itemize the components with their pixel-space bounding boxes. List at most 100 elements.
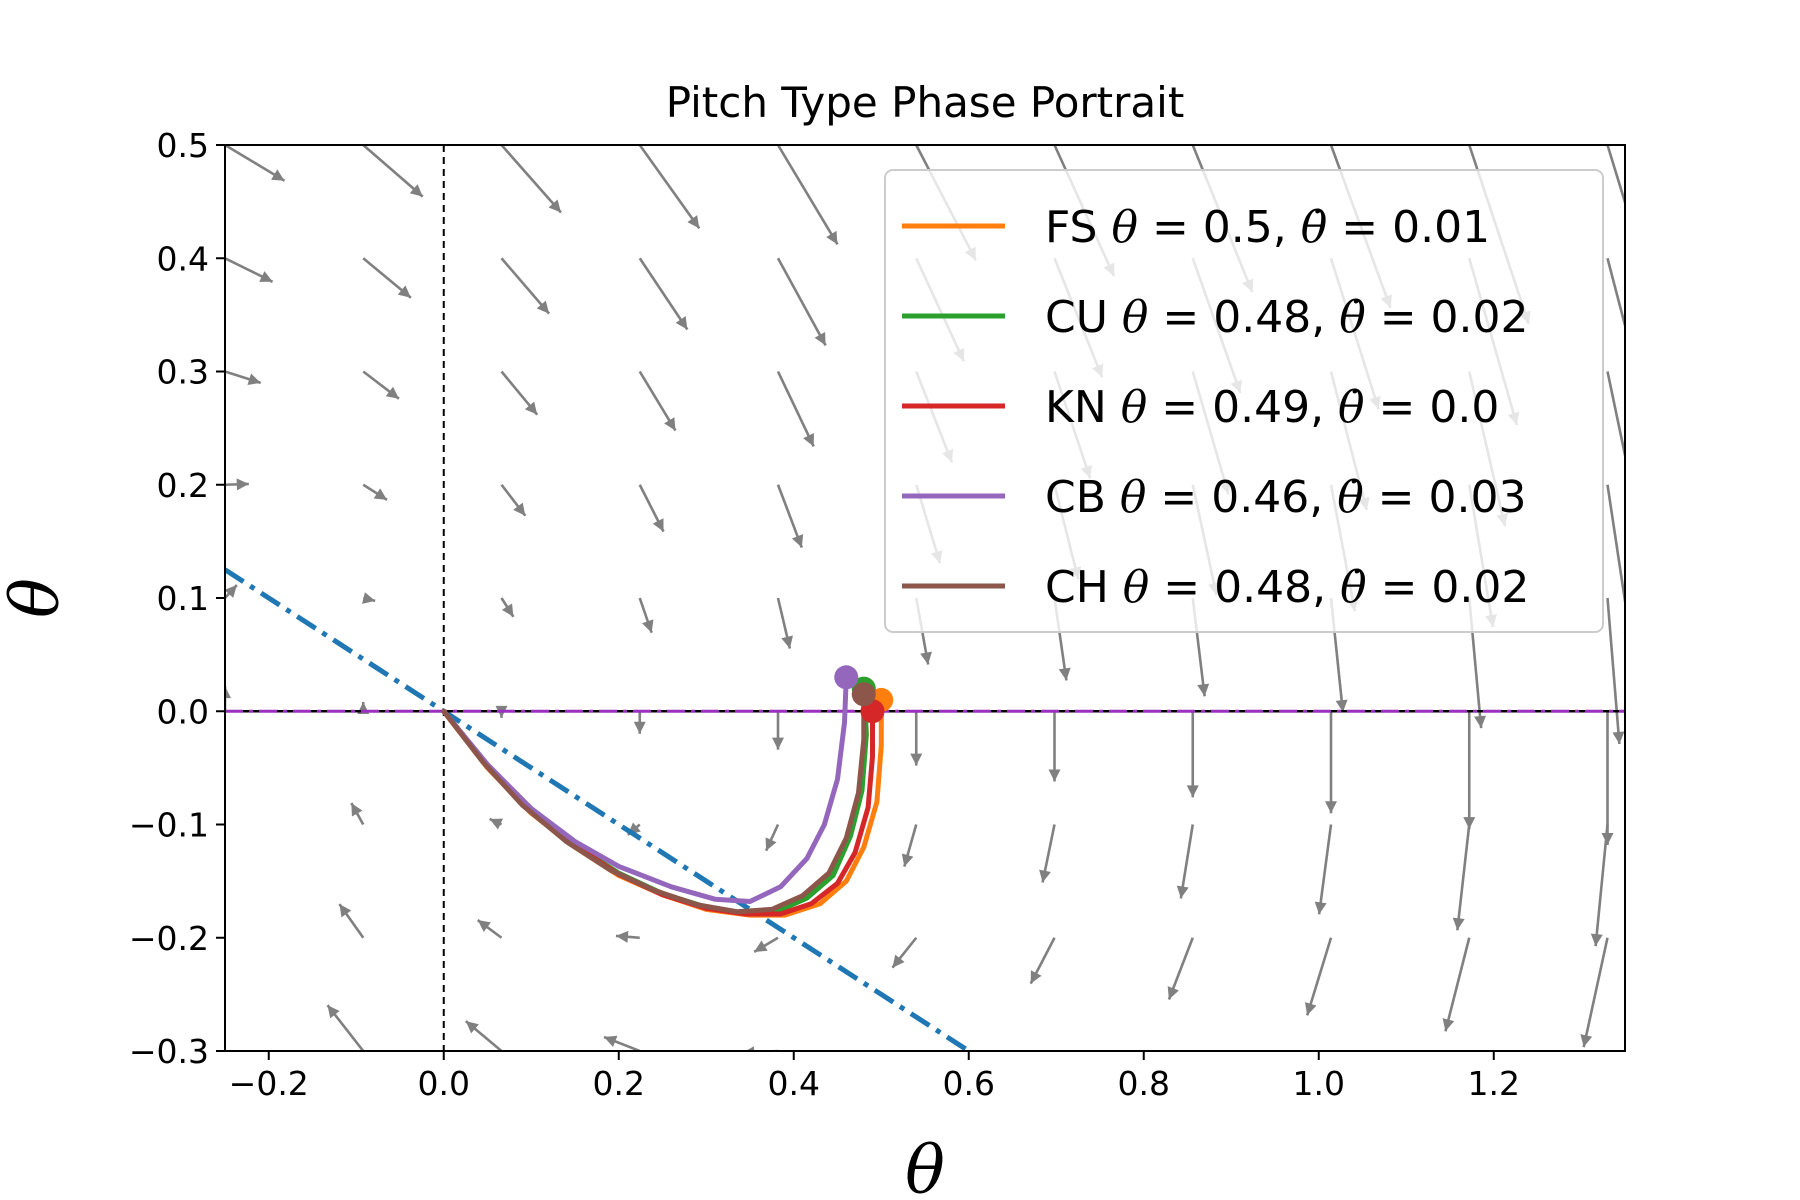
x-axis-ticks: −0.2 0.0 0.2 0.4 0.6 0.8 1.0 1.2 (229, 1051, 1520, 1103)
field-arrow (615, 930, 640, 943)
start-marker-ch (851, 682, 876, 707)
field-arrow (362, 145, 424, 198)
field-arrow (362, 257, 412, 299)
field-arrow (776, 484, 804, 548)
field-arrow (776, 145, 839, 245)
field-arrow (1314, 824, 1333, 915)
x-tick-label: 1.0 (1293, 1064, 1345, 1103)
field-arrow (225, 370, 262, 385)
legend-entry-cb: CB θ = 0.46, θ̇ = 0.03 (902, 472, 1527, 523)
field-arrow (500, 257, 551, 315)
field-arrow (776, 370, 815, 448)
field-arrow (776, 257, 827, 347)
field-arrow (1325, 711, 1337, 814)
legend-entries: FS θ = 0.5, θ̇ = 0.01 CU θ = 0.48, θ̇ = 0… (902, 202, 1529, 613)
field-arrow (1463, 711, 1476, 830)
x-tick-label: 1.2 (1468, 1064, 1520, 1103)
field-arrow (1601, 711, 1614, 846)
x-tick-label: 0.2 (593, 1064, 645, 1103)
y-tick-label: 0.0 (157, 692, 209, 731)
y-tick-label: −0.2 (129, 919, 209, 958)
legend-label: KN θ = 0.49, θ̇ = 0.0 (1045, 382, 1499, 433)
field-arrow (500, 597, 515, 618)
series-line-ch (441, 691, 867, 915)
field-arrow (1186, 711, 1199, 798)
field-arrow (225, 584, 238, 599)
field-arrow (489, 817, 504, 830)
x-tick-label: −0.2 (229, 1064, 309, 1103)
field-arrow (910, 711, 923, 766)
field-arrow (464, 1020, 503, 1051)
field-arrow (1048, 711, 1061, 782)
field-arrow (500, 483, 527, 517)
chart-title: Pitch Type Phase Portrait (666, 78, 1185, 127)
legend-entry-fs: FS θ = 0.5, θ̇ = 0.01 (902, 202, 1490, 253)
field-arrow (1304, 937, 1333, 1016)
field-arrow (633, 711, 646, 734)
field-arrow (638, 484, 665, 533)
x-tick-label: 0.8 (1118, 1064, 1170, 1103)
field-arrow (638, 370, 677, 432)
x-tick-label: 0.0 (418, 1064, 470, 1103)
field-arrow (326, 1004, 365, 1051)
y-axis-ticks: −0.3 −0.2 −0.1 0.0 0.1 0.2 0.3 0.4 0.5 (129, 126, 225, 1071)
field-arrow (1590, 824, 1609, 947)
field-arrow (350, 802, 365, 826)
field-arrow (476, 918, 503, 939)
y-tick-label: 0.5 (157, 126, 209, 165)
reference-lines (225, 145, 1625, 1051)
legend-label: CU θ = 0.48, θ̇ = 0.02 (1045, 292, 1529, 343)
x-axis-label: θ (905, 1132, 945, 1200)
field-arrow (1606, 145, 1625, 207)
field-arrow (1606, 371, 1625, 462)
field-arrow (745, 1046, 778, 1051)
legend: FS θ = 0.5, θ̇ = 0.01 CU θ = 0.48, θ̇ = 0… (884, 169, 1604, 633)
field-arrow (1176, 824, 1195, 899)
field-arrow (1167, 937, 1194, 1000)
field-arrow (891, 936, 918, 969)
x-tick-label: 0.6 (943, 1064, 995, 1103)
field-arrow (901, 824, 918, 867)
field-arrow (225, 257, 274, 283)
series-line-cb (441, 674, 849, 904)
start-marker-cb (834, 665, 859, 690)
legend-label: FS θ = 0.5, θ̇ = 0.01 (1045, 202, 1490, 253)
y-tick-label: 0.3 (157, 353, 209, 392)
start-markers (834, 665, 894, 724)
field-arrow (225, 145, 286, 182)
field-arrow (1029, 937, 1056, 985)
field-arrow (362, 370, 400, 400)
legend-entry-kn: KN θ = 0.49, θ̇ = 0.0 (902, 382, 1499, 433)
field-arrow (1606, 257, 1625, 331)
y-tick-label: 0.1 (157, 579, 209, 618)
field-arrow (1452, 824, 1471, 931)
diagonal-reference-line (225, 567, 971, 1051)
y-axis-label: θ (0, 578, 74, 618)
legend-label: CB θ = 0.46, θ̇ = 0.03 (1045, 472, 1527, 523)
y-tick-label: −0.1 (129, 806, 209, 845)
field-arrow (500, 370, 539, 416)
field-arrow (338, 903, 365, 939)
y-tick-label: 0.4 (157, 239, 209, 278)
field-arrow (1606, 597, 1625, 745)
legend-entry-ch: CH θ = 0.48, θ̇ = 0.02 (902, 562, 1529, 613)
y-tick-label: −0.3 (129, 1032, 209, 1071)
field-arrow (362, 592, 376, 604)
field-arrow (638, 257, 689, 331)
field-arrow (225, 686, 231, 712)
trajectory-series (441, 674, 884, 918)
field-arrow (753, 936, 779, 953)
field-arrow (1580, 937, 1609, 1048)
field-arrow (1039, 824, 1056, 883)
field-arrow (225, 478, 249, 491)
field-arrow (776, 597, 793, 649)
field-arrow (772, 711, 784, 750)
field-arrow (638, 145, 701, 230)
field-arrow (500, 145, 562, 214)
y-tick-label: 0.2 (157, 466, 209, 505)
field-arrow (603, 1035, 641, 1051)
field-arrow (638, 597, 654, 634)
x-tick-label: 0.4 (768, 1064, 820, 1103)
field-arrow (1442, 937, 1471, 1032)
